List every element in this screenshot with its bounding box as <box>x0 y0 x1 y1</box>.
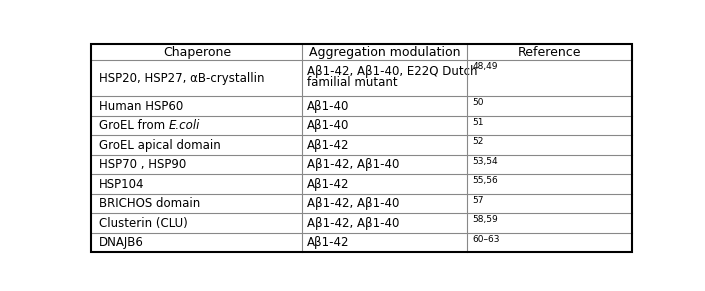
Text: DNAJB6: DNAJB6 <box>99 236 144 249</box>
Text: Aβ1-42, Aβ1-40: Aβ1-42, Aβ1-40 <box>307 158 400 171</box>
Text: Aβ1-42, Aβ1-40: Aβ1-42, Aβ1-40 <box>307 217 400 230</box>
Text: E.coli: E.coli <box>169 119 200 132</box>
Text: Aβ1-40: Aβ1-40 <box>307 119 350 132</box>
Text: 57: 57 <box>472 196 484 205</box>
Text: 55,56: 55,56 <box>472 176 498 185</box>
Text: familial mutant: familial mutant <box>307 76 398 89</box>
Text: Aβ1-42: Aβ1-42 <box>307 236 350 249</box>
Text: Reference: Reference <box>517 46 581 58</box>
Text: HSP104: HSP104 <box>99 178 145 191</box>
Text: HSP70 , HSP90: HSP70 , HSP90 <box>99 158 186 171</box>
Text: 53,54: 53,54 <box>472 157 498 166</box>
Text: HSP20, HSP27, αB-crystallin: HSP20, HSP27, αB-crystallin <box>99 72 264 85</box>
Text: Clusterin (CLU): Clusterin (CLU) <box>99 217 188 230</box>
Text: 51: 51 <box>472 118 484 127</box>
Text: BRICHOS domain: BRICHOS domain <box>99 197 200 210</box>
Text: 52: 52 <box>472 137 484 146</box>
Text: Aβ1-42: Aβ1-42 <box>307 178 350 191</box>
Text: Aβ1-42, Aβ1-40: Aβ1-42, Aβ1-40 <box>307 197 400 210</box>
Text: Aggregation modulation: Aggregation modulation <box>309 46 460 58</box>
Text: GroEL apical domain: GroEL apical domain <box>99 139 221 152</box>
Text: 50: 50 <box>472 98 484 107</box>
Text: Aβ1-42: Aβ1-42 <box>307 139 350 152</box>
Text: Aβ1-42, Aβ1-40, E22Q Dutch: Aβ1-42, Aβ1-40, E22Q Dutch <box>307 65 478 78</box>
Text: 60–63: 60–63 <box>472 235 500 244</box>
Text: 48,49: 48,49 <box>472 62 498 71</box>
Text: Human HSP60: Human HSP60 <box>99 100 183 113</box>
Text: Aβ1-40: Aβ1-40 <box>307 100 350 113</box>
Text: Chaperone: Chaperone <box>164 46 232 58</box>
Text: GroEL from: GroEL from <box>99 119 169 132</box>
Text: 58,59: 58,59 <box>472 215 498 224</box>
